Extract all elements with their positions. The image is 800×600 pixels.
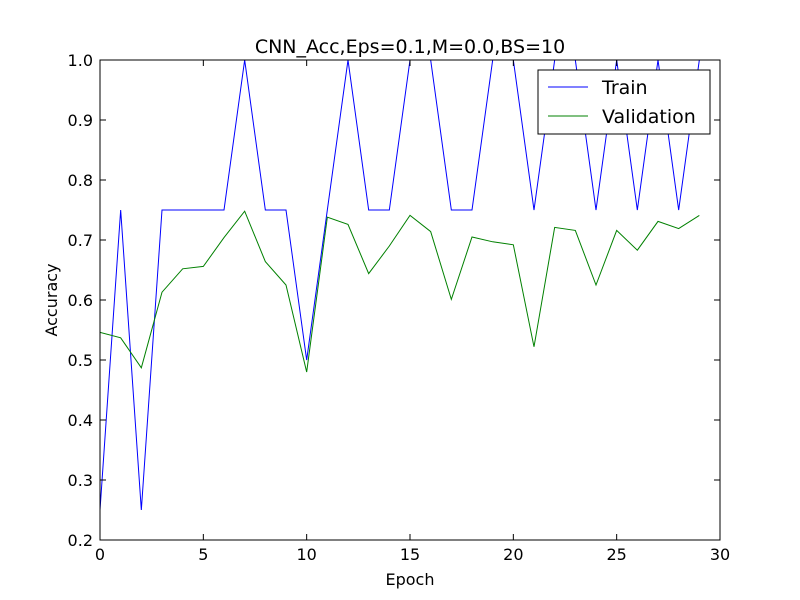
x-tick-label: 15 xyxy=(400,545,420,564)
series-line-train xyxy=(100,60,700,511)
legend: Train Validation xyxy=(537,69,711,135)
y-tick-label: 0.6 xyxy=(68,291,93,310)
series-line-validation xyxy=(100,210,700,373)
x-tick-label: 20 xyxy=(503,545,523,564)
legend-label-train: Train xyxy=(601,77,648,99)
x-tick-label: 10 xyxy=(296,545,316,564)
y-axis-title: Accuracy xyxy=(42,263,61,336)
x-tick-label: 0 xyxy=(95,545,105,564)
x-tick-label: 30 xyxy=(710,545,730,564)
y-tick-label: 0.8 xyxy=(68,171,93,190)
y-tick-label: 0.2 xyxy=(68,531,93,550)
y-tick-label: 0.9 xyxy=(68,111,93,130)
legend-label-validation: Validation xyxy=(602,106,696,128)
legend-box xyxy=(537,69,711,135)
y-tick-label: 0.3 xyxy=(68,471,93,490)
x-tick-label: 25 xyxy=(606,545,626,564)
y-tick-label: 0.4 xyxy=(68,411,93,430)
y-tick-label: 1.0 xyxy=(68,51,93,70)
y-tick-label: 0.5 xyxy=(68,351,93,370)
x-tick-label: 5 xyxy=(198,545,208,564)
x-axis-title: Epoch xyxy=(386,570,435,589)
chart-title: CNN_Acc,Eps=0.1,M=0.0,BS=10 xyxy=(255,36,565,58)
y-tick-label: 0.7 xyxy=(68,231,93,250)
